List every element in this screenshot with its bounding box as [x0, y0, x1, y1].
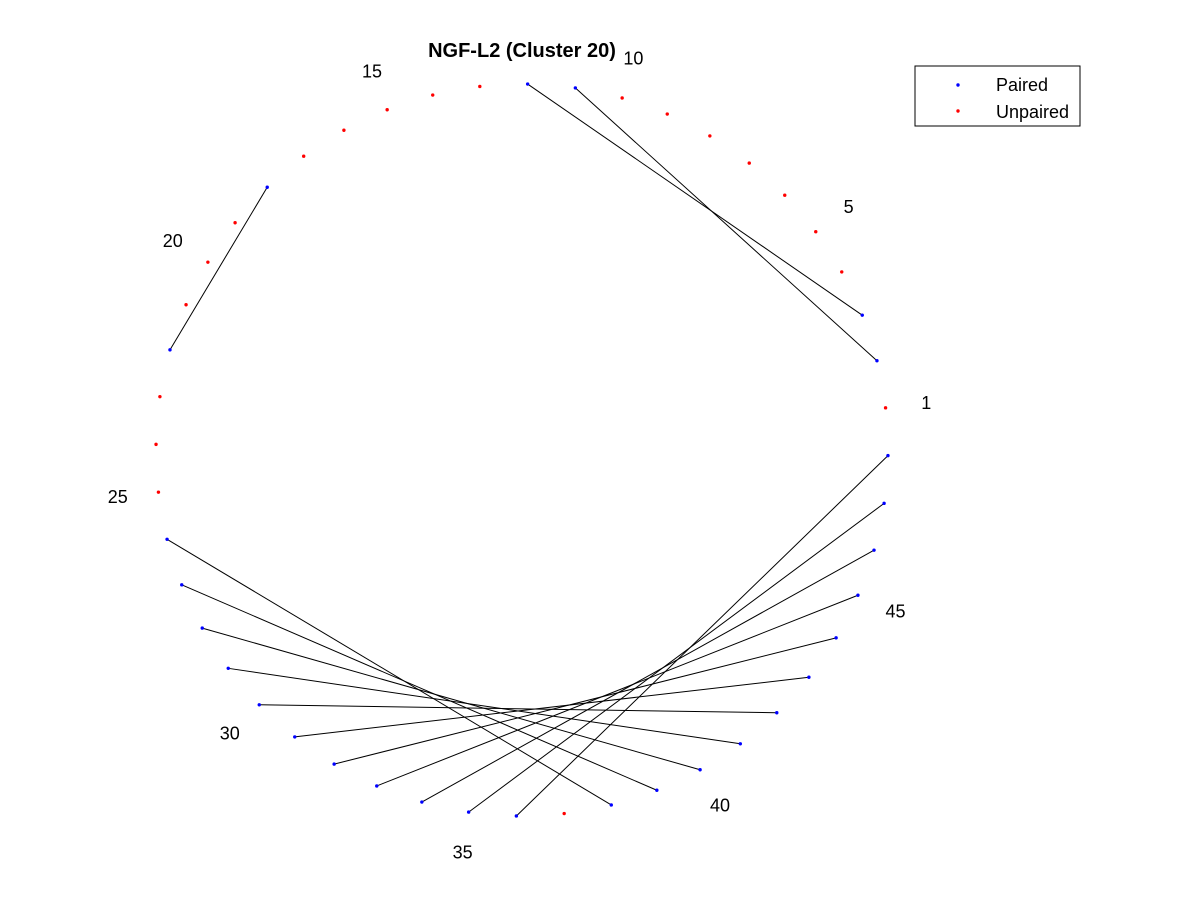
paired-point	[872, 548, 876, 552]
pair-line	[516, 455, 889, 817]
pair-line	[294, 676, 809, 738]
unpaired-point	[156, 490, 161, 494]
legend-marker-unpaired	[956, 109, 960, 113]
paired-point	[257, 703, 261, 707]
paired-point	[332, 762, 336, 766]
position-label: 40	[710, 796, 730, 816]
position-label: 10	[623, 49, 643, 69]
unpaired-point	[184, 303, 188, 307]
unpaired-point	[840, 270, 844, 274]
paired-point	[375, 784, 379, 788]
chart-title: NGF-L2 (Cluster 20)	[428, 40, 616, 62]
unpaired-point	[301, 154, 306, 158]
position-label: 35	[453, 843, 473, 863]
paired-point	[856, 593, 860, 597]
position-label: 30	[220, 723, 240, 743]
position-label: 25	[108, 487, 128, 507]
paired-point	[775, 711, 779, 715]
legend-label-paired: Paired	[996, 75, 1048, 95]
unpaired-point	[158, 394, 162, 399]
unpaired-point	[814, 229, 818, 234]
position-label: 5	[844, 197, 854, 217]
legend-box	[914, 65, 1081, 127]
paired-point	[265, 185, 269, 189]
paired-point	[226, 666, 230, 671]
pair-line	[376, 594, 859, 787]
paired-point	[860, 313, 864, 317]
unpaired-point	[478, 84, 482, 89]
unpaired-point	[783, 193, 787, 197]
paired-point	[738, 742, 743, 746]
nucleotide-points	[154, 82, 890, 818]
paired-point	[807, 675, 811, 679]
pair-line	[421, 549, 875, 803]
paired-point	[834, 636, 838, 640]
pair-line	[468, 502, 885, 813]
paired-point	[609, 803, 613, 807]
unpaired-point	[342, 128, 346, 132]
pair-line	[259, 704, 777, 714]
legend-label-unpaired: Unpaired	[996, 102, 1069, 122]
pair-line	[169, 186, 268, 351]
unpaired-point	[562, 811, 566, 816]
paired-point	[525, 82, 530, 86]
position-label: 15	[362, 62, 382, 82]
pair-line	[202, 627, 701, 771]
unpaired-point	[385, 108, 389, 112]
paired-point	[882, 501, 886, 506]
unpaired-point	[233, 221, 237, 225]
unpaired-point	[665, 112, 669, 116]
pair-line	[334, 637, 837, 765]
paired-point	[573, 86, 578, 90]
paired-point	[466, 810, 471, 814]
paired-point	[886, 453, 890, 458]
pair-line	[228, 667, 741, 745]
unpaired-point	[431, 93, 435, 97]
unpaired-point	[206, 260, 210, 264]
unpaired-point	[708, 134, 712, 138]
position-label: 1	[921, 393, 931, 413]
unpaired-point	[883, 406, 888, 410]
paired-point	[420, 800, 424, 804]
position-label: 20	[163, 231, 183, 251]
unpaired-point	[154, 442, 158, 447]
pair-lines	[166, 83, 889, 817]
paired-point	[180, 583, 184, 587]
paired-point	[165, 537, 169, 541]
pair-line	[575, 87, 878, 362]
legend: Paired Unpaired	[914, 65, 1081, 127]
unpaired-point	[747, 161, 751, 165]
paired-point	[875, 359, 879, 363]
pair-line	[181, 584, 658, 791]
unpaired-point	[620, 96, 624, 100]
paired-point	[293, 735, 297, 739]
paired-point	[200, 626, 204, 630]
pair-line	[527, 83, 863, 316]
paired-point	[514, 814, 519, 818]
position-label: 45	[886, 602, 906, 622]
paired-point	[168, 348, 172, 352]
paired-point	[655, 788, 659, 792]
paired-point	[698, 768, 702, 772]
legend-marker-paired	[956, 83, 960, 87]
pair-line	[166, 538, 612, 806]
